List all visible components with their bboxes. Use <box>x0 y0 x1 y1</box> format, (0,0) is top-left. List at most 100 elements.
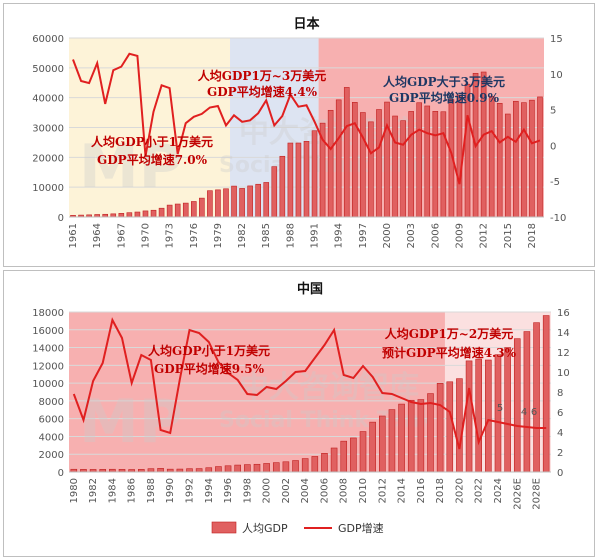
x-tick-label: 2003 <box>406 223 417 248</box>
x-tick-label: 1988 <box>146 478 157 503</box>
y-right-tick-label: 0 <box>557 468 563 479</box>
gdp-growth-line <box>72 317 547 450</box>
gdp-per-capita-bar <box>376 109 382 218</box>
x-tick-label: 1961 <box>68 223 79 248</box>
gdp-per-capita-bar <box>359 431 367 473</box>
x-tick-label: 2008 <box>339 478 350 503</box>
x-tick-label: 2009 <box>454 223 465 248</box>
x-tick-label: 1979 <box>213 223 224 248</box>
gdp-per-capita-bar <box>292 460 299 473</box>
gdp-per-capita-bar <box>475 358 482 473</box>
data-label: 6 <box>531 407 537 418</box>
x-tick-label: 2026E <box>512 478 523 510</box>
x-tick-label: 2018 <box>527 223 538 248</box>
gdp-per-capita-bar <box>166 204 173 218</box>
y-right-tick-label: 0 <box>550 141 556 152</box>
annotation-label: GDP平均增速0.9% <box>389 90 500 105</box>
gdp-per-capita-bar <box>287 142 294 218</box>
annotation-label: 预计GDP平均增速4.3% <box>382 345 517 360</box>
gdp-per-capita-bar <box>330 447 338 473</box>
y-left-tick-label: 40000 <box>32 94 64 105</box>
legend-label-gdp-growth: GDP增速 <box>338 521 384 535</box>
y-right-tick-label: 12 <box>557 348 570 359</box>
gdp-per-capita-bar <box>303 141 310 218</box>
x-tick-label: 1980 <box>69 478 80 503</box>
gdp-per-capita-bar <box>134 211 141 218</box>
y-right-tick-label: 2 <box>557 448 563 459</box>
gdp-per-capita-bar <box>456 378 463 473</box>
gdp-per-capita-bar <box>440 111 447 218</box>
y-right-tick-label: 15 <box>550 34 563 45</box>
x-tick-label: 1992 <box>185 478 196 503</box>
gdp-per-capita-bar <box>182 202 189 218</box>
gdp-per-capita-bar <box>207 190 213 218</box>
x-tick-label: 1997 <box>358 223 369 248</box>
x-tick-label: 2020 <box>454 478 465 503</box>
gdp-per-capita-bar <box>424 105 431 218</box>
x-tick-label: 1964 <box>92 223 103 248</box>
gdp-per-capita-bar <box>408 111 414 218</box>
x-tick-label: 2028E <box>532 478 543 510</box>
annotation-label: GDP平均增速9.5% <box>154 361 265 376</box>
gdp-per-capita-bar <box>205 467 213 473</box>
gdp-per-capita-bar <box>231 185 237 218</box>
x-tick-label: 2015 <box>503 223 514 248</box>
y-right-tick-label: -5 <box>550 177 560 188</box>
y-right-tick-label: 16 <box>557 308 570 319</box>
x-tick-label: 2006 <box>430 223 441 248</box>
x-tick-label: 1970 <box>140 223 151 248</box>
gdp-per-capita-bar <box>190 201 197 218</box>
data-label: 4 <box>521 407 527 418</box>
gdp-per-capita-bar <box>384 101 390 218</box>
gdp-per-capita-bar <box>513 100 519 218</box>
x-tick-label: 1996 <box>223 478 234 503</box>
x-tick-label: 2024 <box>493 478 504 503</box>
gdp-per-capita-bar <box>142 210 149 218</box>
x-tick-label: 2002 <box>281 478 292 503</box>
gdp-per-capita-bar <box>407 399 415 473</box>
x-tick-label: 2012 <box>479 223 490 248</box>
gdp-per-capita-bar <box>400 120 406 218</box>
gdp-per-capita-bar <box>350 437 357 473</box>
y-left-tick-label: 20000 <box>32 153 64 164</box>
x-tick-label: 1982 <box>237 223 248 248</box>
x-tick-label: 1991 <box>310 223 321 248</box>
gdp-per-capita-bar <box>504 113 511 218</box>
watermark-logo: MP <box>79 387 183 457</box>
gdp-per-capita-bar <box>253 463 261 473</box>
gdp-per-capita-bar <box>432 111 439 218</box>
gdp-per-capita-bar <box>533 322 540 473</box>
gdp-per-capita-bar <box>279 155 286 218</box>
x-tick-label: 1967 <box>116 223 127 248</box>
y-left-tick-label: 6000 <box>39 415 64 426</box>
gdp-per-capita-bar <box>392 115 398 218</box>
gdp-per-capita-bar <box>301 458 309 473</box>
x-tick-label: 1984 <box>107 478 118 503</box>
gdp-per-capita-bar <box>215 189 221 218</box>
gdp-per-capita-bar <box>488 96 495 218</box>
gdp-per-capita-bar <box>446 381 454 473</box>
annotation-label: 人均GDP大于3万美元 <box>383 74 505 89</box>
gdp-per-capita-bar <box>379 415 386 473</box>
y-left-tick-label: 2000 <box>39 450 64 461</box>
chart-title: 中国 <box>297 281 323 297</box>
gdp-per-capita-bar <box>118 213 125 218</box>
gdp-per-capita-bar <box>199 197 205 218</box>
gdp-per-capita-bar <box>485 359 492 473</box>
gdp-per-capita-bar <box>158 207 165 218</box>
gdp-per-capita-bar <box>126 212 133 218</box>
gdp-per-capita-bar <box>223 188 229 218</box>
x-tick-label: 1998 <box>242 478 253 503</box>
x-tick-label: 2012 <box>377 478 388 503</box>
gdp-per-capita-bar <box>327 109 334 218</box>
y-right-tick-label: 8 <box>557 388 563 399</box>
gdp-per-capita-bar <box>311 130 318 218</box>
gdp-per-capita-bar <box>352 102 358 218</box>
x-tick-label: 2016 <box>416 478 427 503</box>
y-left-tick-label: 14000 <box>32 344 64 355</box>
x-tick-label: 2010 <box>358 478 369 503</box>
annotation-label: 人均GDP1万~3万美元 <box>198 68 326 83</box>
y-right-tick-label: 5 <box>550 106 556 117</box>
gdp-per-capita-bar <box>521 102 527 218</box>
gdp-per-capita-bar <box>255 183 261 218</box>
